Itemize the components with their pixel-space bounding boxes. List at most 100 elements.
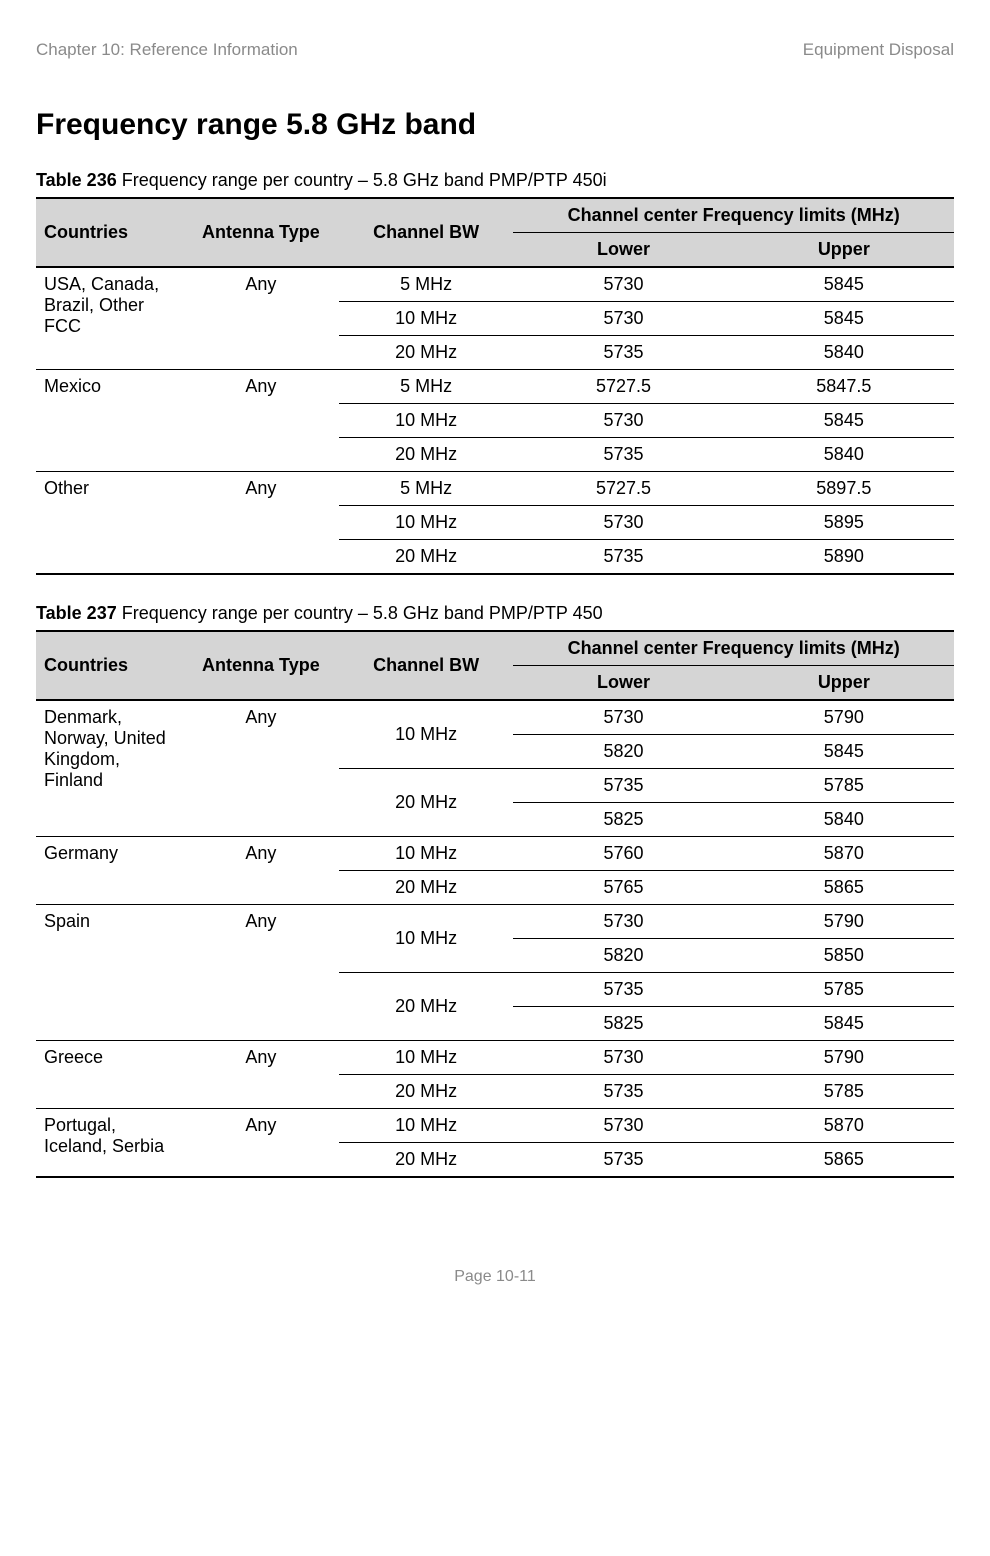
cell-upper: 5840 — [734, 438, 954, 472]
cell-lower: 5735 — [513, 973, 733, 1007]
cell-upper: 5845 — [734, 735, 954, 769]
cell-upper: 5840 — [734, 336, 954, 370]
cell-lower: 5730 — [513, 700, 733, 735]
cell-lower: 5730 — [513, 1041, 733, 1075]
cell-lower: 5820 — [513, 735, 733, 769]
cell-upper: 5850 — [734, 939, 954, 973]
section-title: Frequency range 5.8 GHz band — [36, 108, 954, 142]
cell-lower: 5730 — [513, 302, 733, 336]
cell-country: Portugal, Iceland, Serbia — [36, 1109, 183, 1178]
th-antenna: Antenna Type — [183, 198, 339, 267]
cell-antenna: Any — [183, 370, 339, 472]
cell-antenna: Any — [183, 700, 339, 837]
cell-country: Other — [36, 472, 183, 575]
cell-lower: 5727.5 — [513, 472, 733, 506]
th-countries: Countries — [36, 198, 183, 267]
cell-bw: 5 MHz — [339, 267, 513, 302]
th-limits: Channel center Frequency limits (MHz) — [513, 198, 954, 233]
cell-country: Spain — [36, 905, 183, 1041]
table-236-label: Table 236 — [36, 170, 122, 190]
cell-upper: 5847.5 — [734, 370, 954, 404]
table-236-caption-text: Frequency range per country – 5.8 GHz ba… — [122, 170, 607, 190]
th-antenna: Antenna Type — [183, 631, 339, 700]
cell-upper: 5845 — [734, 267, 954, 302]
cell-bw: 20 MHz — [339, 336, 513, 370]
cell-upper: 5870 — [734, 837, 954, 871]
table-237-head: Countries Antenna Type Channel BW Channe… — [36, 631, 954, 700]
table-237-label: Table 237 — [36, 603, 122, 623]
cell-upper: 5845 — [734, 404, 954, 438]
cell-upper: 5790 — [734, 1041, 954, 1075]
cell-upper: 5845 — [734, 302, 954, 336]
cell-upper: 5785 — [734, 973, 954, 1007]
cell-upper: 5790 — [734, 905, 954, 939]
cell-upper: 5790 — [734, 700, 954, 735]
cell-lower: 5820 — [513, 939, 733, 973]
cell-antenna: Any — [183, 1109, 339, 1178]
cell-bw: 10 MHz — [339, 302, 513, 336]
th-upper: Upper — [734, 666, 954, 701]
cell-antenna: Any — [183, 905, 339, 1041]
cell-country: Greece — [36, 1041, 183, 1109]
table-row: Denmark, Norway, United Kingdom, Finland… — [36, 700, 954, 735]
cell-antenna: Any — [183, 837, 339, 905]
cell-lower: 5730 — [513, 267, 733, 302]
cell-bw: 10 MHz — [339, 837, 513, 871]
cell-bw: 20 MHz — [339, 973, 513, 1041]
cell-bw: 20 MHz — [339, 1143, 513, 1178]
cell-bw: 20 MHz — [339, 871, 513, 905]
cell-bw: 5 MHz — [339, 370, 513, 404]
th-lower: Lower — [513, 233, 733, 268]
cell-upper: 5870 — [734, 1109, 954, 1143]
cell-country: USA, Canada, Brazil, Other FCC — [36, 267, 183, 370]
table-row: Portugal, Iceland, SerbiaAny10 MHz573058… — [36, 1109, 954, 1143]
table-row: MexicoAny5 MHz5727.55847.5 — [36, 370, 954, 404]
cell-lower: 5730 — [513, 506, 733, 540]
cell-lower: 5735 — [513, 336, 733, 370]
th-bw: Channel BW — [339, 631, 513, 700]
table-236-head: Countries Antenna Type Channel BW Channe… — [36, 198, 954, 267]
th-bw: Channel BW — [339, 198, 513, 267]
table-237: Countries Antenna Type Channel BW Channe… — [36, 630, 954, 1178]
cell-bw: 10 MHz — [339, 1109, 513, 1143]
th-lower: Lower — [513, 666, 733, 701]
th-limits: Channel center Frequency limits (MHz) — [513, 631, 954, 666]
header-right: Equipment Disposal — [803, 40, 954, 60]
table-row: GermanyAny10 MHz57605870 — [36, 837, 954, 871]
cell-lower: 5730 — [513, 404, 733, 438]
page-footer: Page 10-11 — [36, 1268, 954, 1286]
cell-antenna: Any — [183, 472, 339, 575]
cell-lower: 5735 — [513, 438, 733, 472]
cell-country: Mexico — [36, 370, 183, 472]
table-row: GreeceAny10 MHz57305790 — [36, 1041, 954, 1075]
table-236: Countries Antenna Type Channel BW Channe… — [36, 197, 954, 575]
cell-lower: 5735 — [513, 1075, 733, 1109]
cell-country: Denmark, Norway, United Kingdom, Finland — [36, 700, 183, 837]
cell-bw: 20 MHz — [339, 540, 513, 575]
cell-bw: 5 MHz — [339, 472, 513, 506]
cell-upper: 5897.5 — [734, 472, 954, 506]
cell-upper: 5785 — [734, 769, 954, 803]
cell-antenna: Any — [183, 267, 339, 370]
cell-bw: 10 MHz — [339, 404, 513, 438]
header-left: Chapter 10: Reference Information — [36, 40, 298, 60]
cell-bw: 10 MHz — [339, 506, 513, 540]
table-236-caption: Table 236 Frequency range per country – … — [36, 170, 954, 191]
page-header: Chapter 10: Reference Information Equipm… — [36, 40, 954, 60]
cell-lower: 5735 — [513, 540, 733, 575]
cell-lower: 5735 — [513, 769, 733, 803]
th-upper: Upper — [734, 233, 954, 268]
table-row: USA, Canada, Brazil, Other FCCAny5 MHz57… — [36, 267, 954, 302]
cell-lower: 5825 — [513, 1007, 733, 1041]
cell-lower: 5765 — [513, 871, 733, 905]
cell-lower: 5735 — [513, 1143, 733, 1178]
cell-bw: 10 MHz — [339, 905, 513, 973]
table-237-caption-text: Frequency range per country – 5.8 GHz ba… — [122, 603, 603, 623]
cell-upper: 5845 — [734, 1007, 954, 1041]
cell-lower: 5727.5 — [513, 370, 733, 404]
cell-country: Germany — [36, 837, 183, 905]
cell-lower: 5730 — [513, 1109, 733, 1143]
cell-bw: 20 MHz — [339, 769, 513, 837]
cell-upper: 5890 — [734, 540, 954, 575]
cell-bw: 10 MHz — [339, 1041, 513, 1075]
